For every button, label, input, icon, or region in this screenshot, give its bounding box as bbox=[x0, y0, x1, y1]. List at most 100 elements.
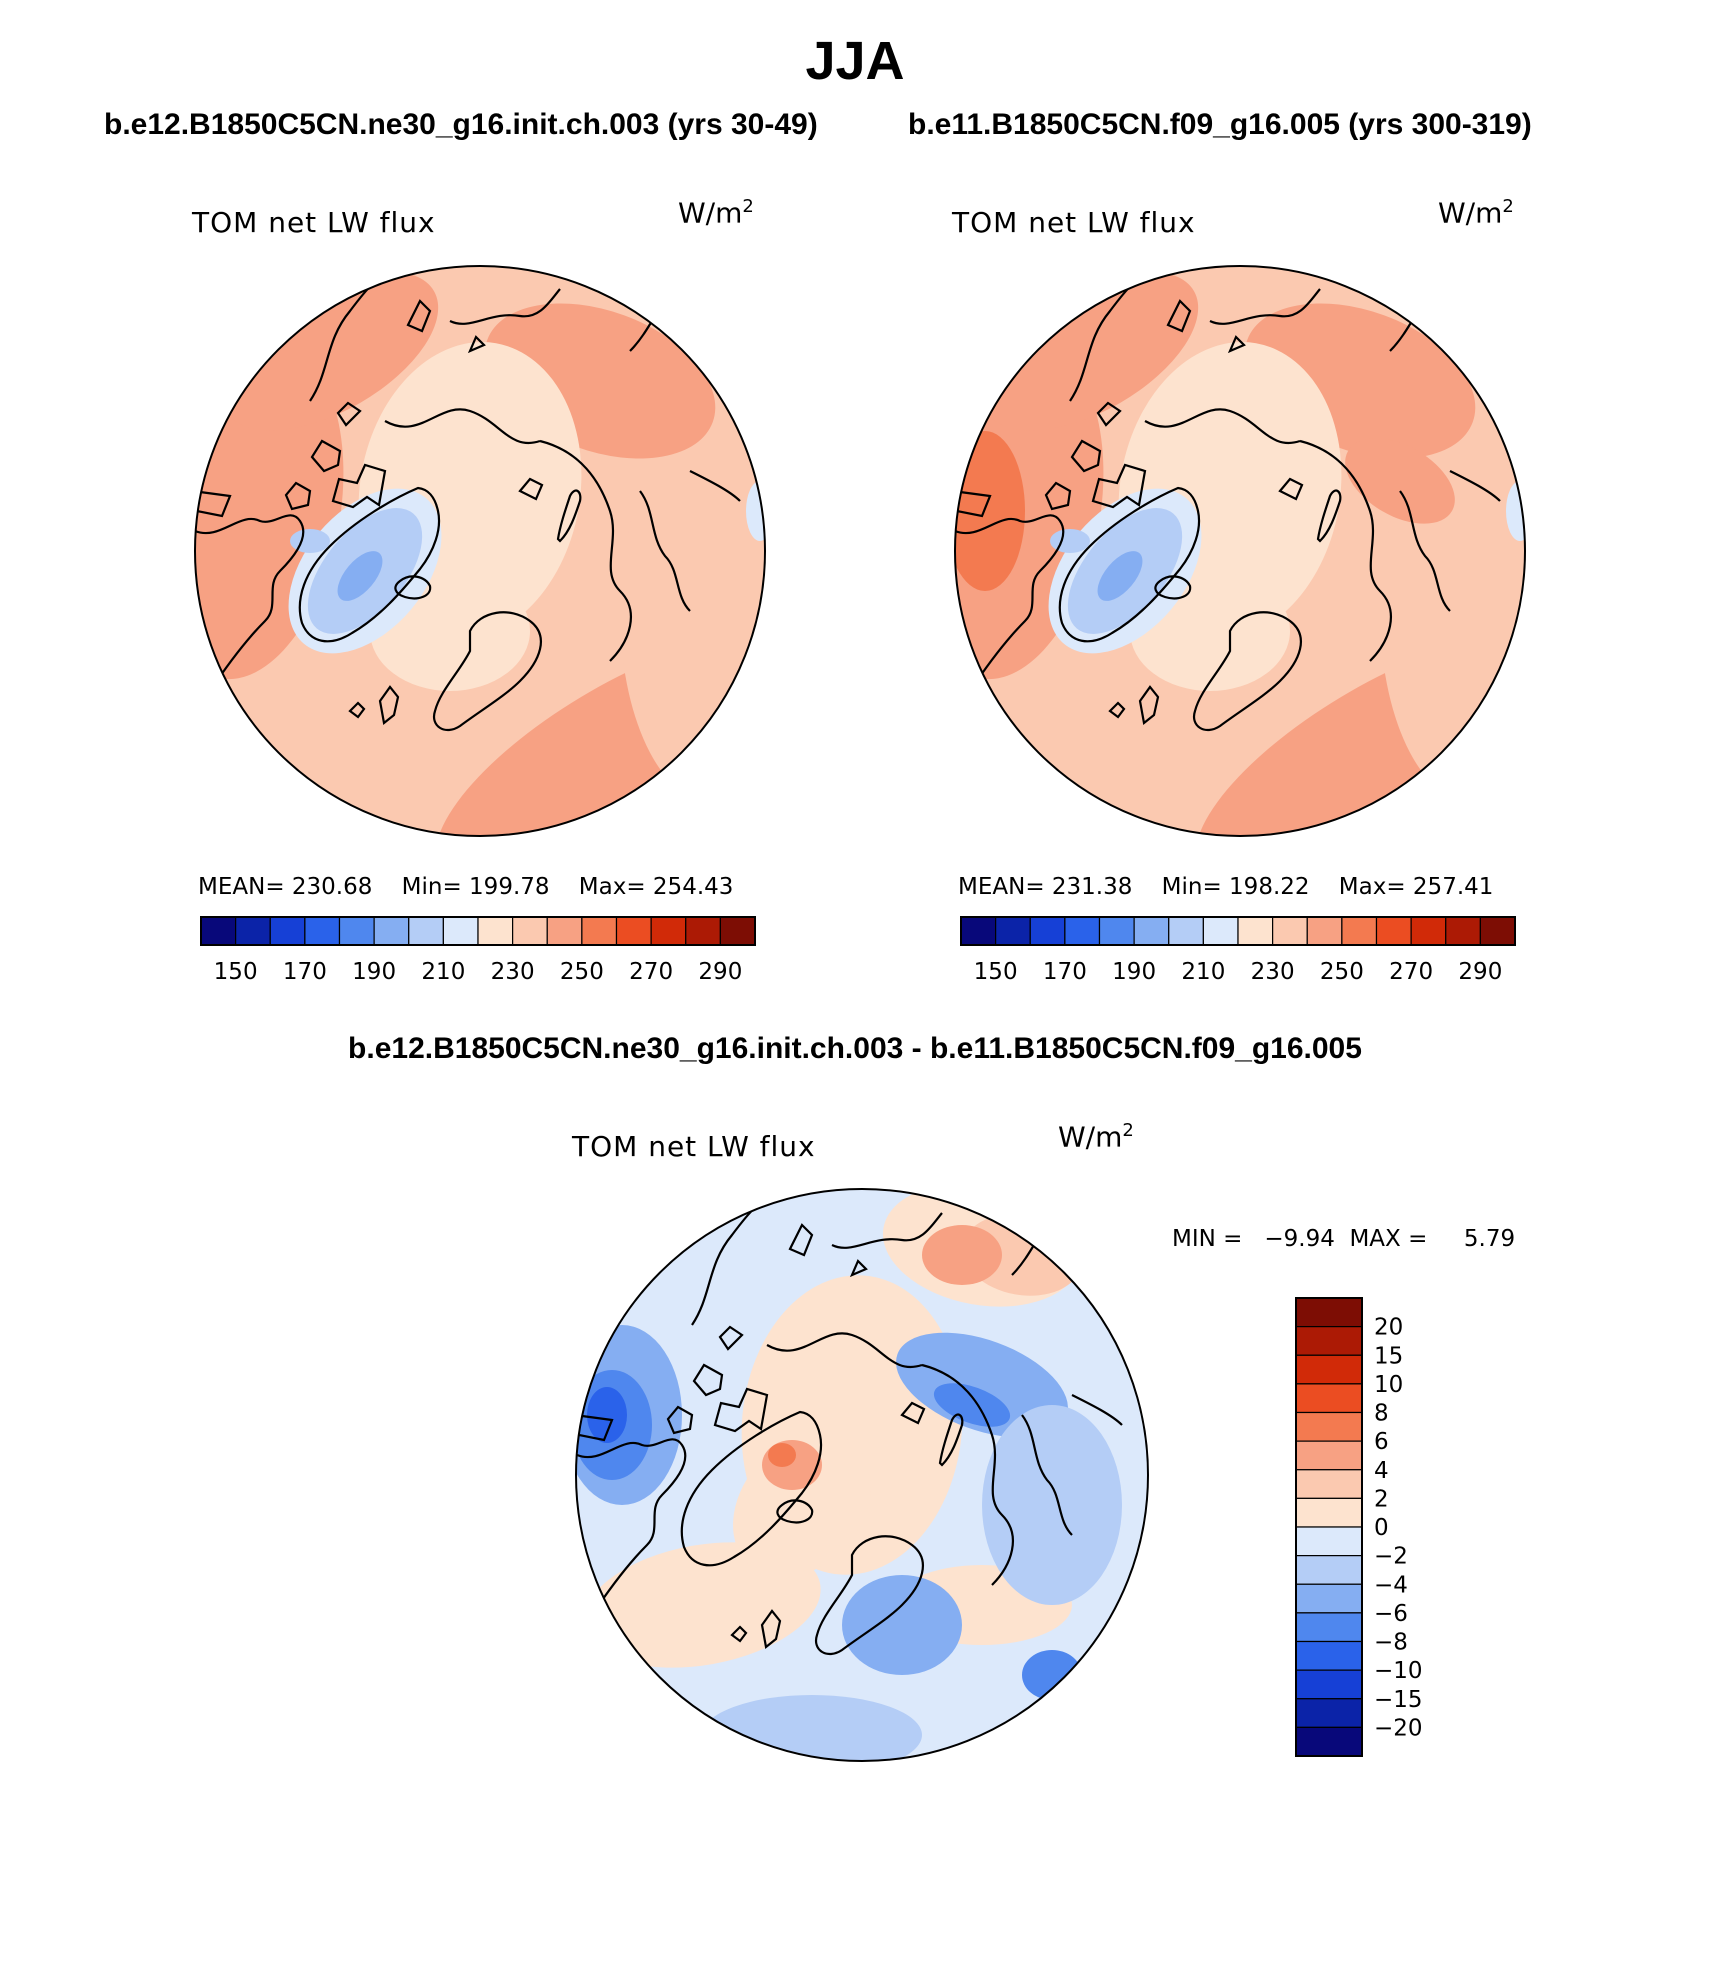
map-region-east-edge-cool bbox=[1506, 481, 1525, 541]
map-boundary bbox=[575, 1188, 1149, 1762]
colorbar-tick-label: 190 bbox=[1112, 959, 1156, 985]
colorbar-swatch bbox=[1237, 916, 1274, 946]
colorbar-swatch bbox=[1295, 1583, 1363, 1614]
colorbar-tick-label: 290 bbox=[1458, 959, 1502, 985]
colorbar-tick-label: 170 bbox=[283, 959, 327, 985]
colorbar-swatch bbox=[719, 916, 756, 946]
colorbar-swatch bbox=[1341, 916, 1378, 946]
map-region-southeast-strong bbox=[1022, 1650, 1082, 1700]
colorbar-swatch bbox=[1295, 1383, 1363, 1414]
colorbar-swatch bbox=[1306, 916, 1343, 946]
colorbar-swatch bbox=[1029, 916, 1066, 946]
colorbar-tick-label: 10 bbox=[1374, 1372, 1403, 1398]
colorbar-swatch bbox=[1295, 1411, 1363, 1442]
colorbar-swatch bbox=[1295, 1297, 1363, 1328]
map-boundary bbox=[954, 265, 1526, 837]
colorbar-tick-label: 210 bbox=[1181, 959, 1225, 985]
colorbar-tick-label: 150 bbox=[974, 959, 1018, 985]
colorbar-tick-label: −2 bbox=[1374, 1544, 1408, 1570]
colorbar-swatch bbox=[1295, 1326, 1363, 1356]
colorbar-swatch bbox=[1479, 916, 1516, 946]
panel-2-max: 257.41 bbox=[1412, 874, 1494, 900]
colorbar-tick-label: 6 bbox=[1374, 1429, 1389, 1455]
colorbar-tick-label: −15 bbox=[1374, 1687, 1423, 1713]
colorbar-swatch bbox=[1295, 1726, 1363, 1757]
panel-2-units-label: W/m2 bbox=[1438, 196, 1514, 230]
colorbar-swatch bbox=[235, 916, 271, 946]
colorbar-swatch bbox=[1295, 1640, 1363, 1671]
map-region-siberia-negative bbox=[896, 1332, 1068, 1438]
map-region-west-min bbox=[587, 1387, 627, 1443]
colorbar-swatch bbox=[477, 916, 514, 946]
panel-1-map bbox=[194, 265, 766, 837]
colorbar-swatch bbox=[581, 916, 618, 946]
colorbar-tick-label: −4 bbox=[1374, 1572, 1408, 1598]
colorbar-frame bbox=[200, 916, 756, 946]
map-region-east bbox=[620, 421, 765, 801]
colorbar-swatch bbox=[1295, 1698, 1363, 1728]
difference-units-label: W/m2 bbox=[1058, 1120, 1134, 1154]
map-region-scandinavia-negative bbox=[842, 1575, 962, 1675]
colorbar-tick-label: 210 bbox=[421, 959, 465, 985]
panel-1-stats: MEAN= 230.68 Min= 199.78 Max= 254.43 bbox=[198, 874, 734, 900]
panel-1-colorbar: 150 170 190 210 230 250 270 290 bbox=[200, 916, 756, 985]
panel-2-case-title: b.e11.B1850C5CN.f09_g16.005 (yrs 300-319… bbox=[908, 108, 1532, 141]
colorbar-swatch bbox=[995, 916, 1031, 946]
map-region-greenland-min bbox=[337, 551, 383, 601]
colorbar-swatch bbox=[200, 916, 237, 946]
colorbar-swatch bbox=[1295, 1497, 1363, 1528]
map-region-baffin-max bbox=[768, 1443, 796, 1467]
colorbar-swatch bbox=[1375, 916, 1412, 946]
map-region-east-edge-cool bbox=[746, 481, 765, 541]
map-region-baffin-cold bbox=[1050, 529, 1090, 553]
map-region-siberia-warm bbox=[1345, 438, 1455, 524]
colorbar-tick-label: 20 bbox=[1374, 1315, 1403, 1341]
colorbar-tick-label: 230 bbox=[491, 959, 535, 985]
colorbar-tick-label: 150 bbox=[214, 959, 258, 985]
colorbar-tick-label: 0 bbox=[1374, 1515, 1389, 1541]
colorbar-swatch bbox=[1272, 916, 1308, 946]
main-title: JJA bbox=[805, 31, 905, 91]
colorbar-frame bbox=[1295, 1297, 1363, 1757]
colorbar-swatch bbox=[1064, 916, 1101, 946]
colorbar-tick-label: −10 bbox=[1374, 1658, 1423, 1684]
map-boundary bbox=[194, 265, 766, 837]
colorbar-tick-label: 270 bbox=[1389, 959, 1433, 985]
difference-title: b.e12.B1850C5CN.ne30_g16.init.ch.003 - b… bbox=[348, 1032, 1362, 1065]
colorbar-swatch bbox=[408, 916, 444, 946]
colorbar-tick-label: 4 bbox=[1374, 1458, 1389, 1484]
colorbar-swatch bbox=[442, 916, 479, 946]
panel-2-map bbox=[954, 265, 1526, 837]
colorbar-swatch bbox=[304, 916, 341, 946]
difference-variable-label: TOM net LW flux bbox=[572, 1130, 816, 1163]
colorbar-swatch bbox=[1410, 916, 1447, 946]
colorbar-tick-label: 270 bbox=[629, 959, 673, 985]
map-region-atlantic-positive bbox=[583, 1542, 821, 1668]
panel-1-max: 254.43 bbox=[652, 874, 734, 900]
colorbar-tick-label: 190 bbox=[352, 959, 396, 985]
panel-1-mean: 230.68 bbox=[291, 874, 373, 900]
colorbar-swatch bbox=[650, 916, 687, 946]
colorbar-tick-label: 290 bbox=[698, 959, 742, 985]
colorbar-swatch bbox=[960, 916, 997, 946]
panel-2-min: 198.22 bbox=[1229, 874, 1310, 900]
map-region-siberia-strong bbox=[933, 1383, 1011, 1427]
panel-2-variable-label: TOM net LW flux bbox=[952, 206, 1196, 239]
colorbar-swatch bbox=[269, 916, 306, 946]
map-region-southeast-hot bbox=[670, 741, 765, 821]
colorbar-tick-label: 8 bbox=[1374, 1401, 1389, 1427]
colorbar-tick-label: −8 bbox=[1374, 1630, 1408, 1656]
colorbar-tick-label: 170 bbox=[1043, 959, 1087, 985]
colorbar-swatch bbox=[512, 916, 548, 946]
colorbar-swatch bbox=[685, 916, 721, 946]
map-region-southeast-hot bbox=[1430, 741, 1525, 821]
colorbar-swatch bbox=[1295, 1612, 1363, 1643]
colorbar-tick-label: 2 bbox=[1374, 1486, 1389, 1512]
colorbar-tick-label: 250 bbox=[1320, 959, 1364, 985]
panel-2-colorbar: 150 170 190 210 230 250 270 290 bbox=[960, 916, 1516, 985]
colorbar-swatch bbox=[546, 916, 583, 946]
panel-2-stats: MEAN= 231.38 Min= 198.22 Max= 257.41 bbox=[958, 874, 1494, 900]
map-region-baffin-cold bbox=[290, 529, 330, 553]
map-region-greenland-min bbox=[1097, 551, 1143, 601]
